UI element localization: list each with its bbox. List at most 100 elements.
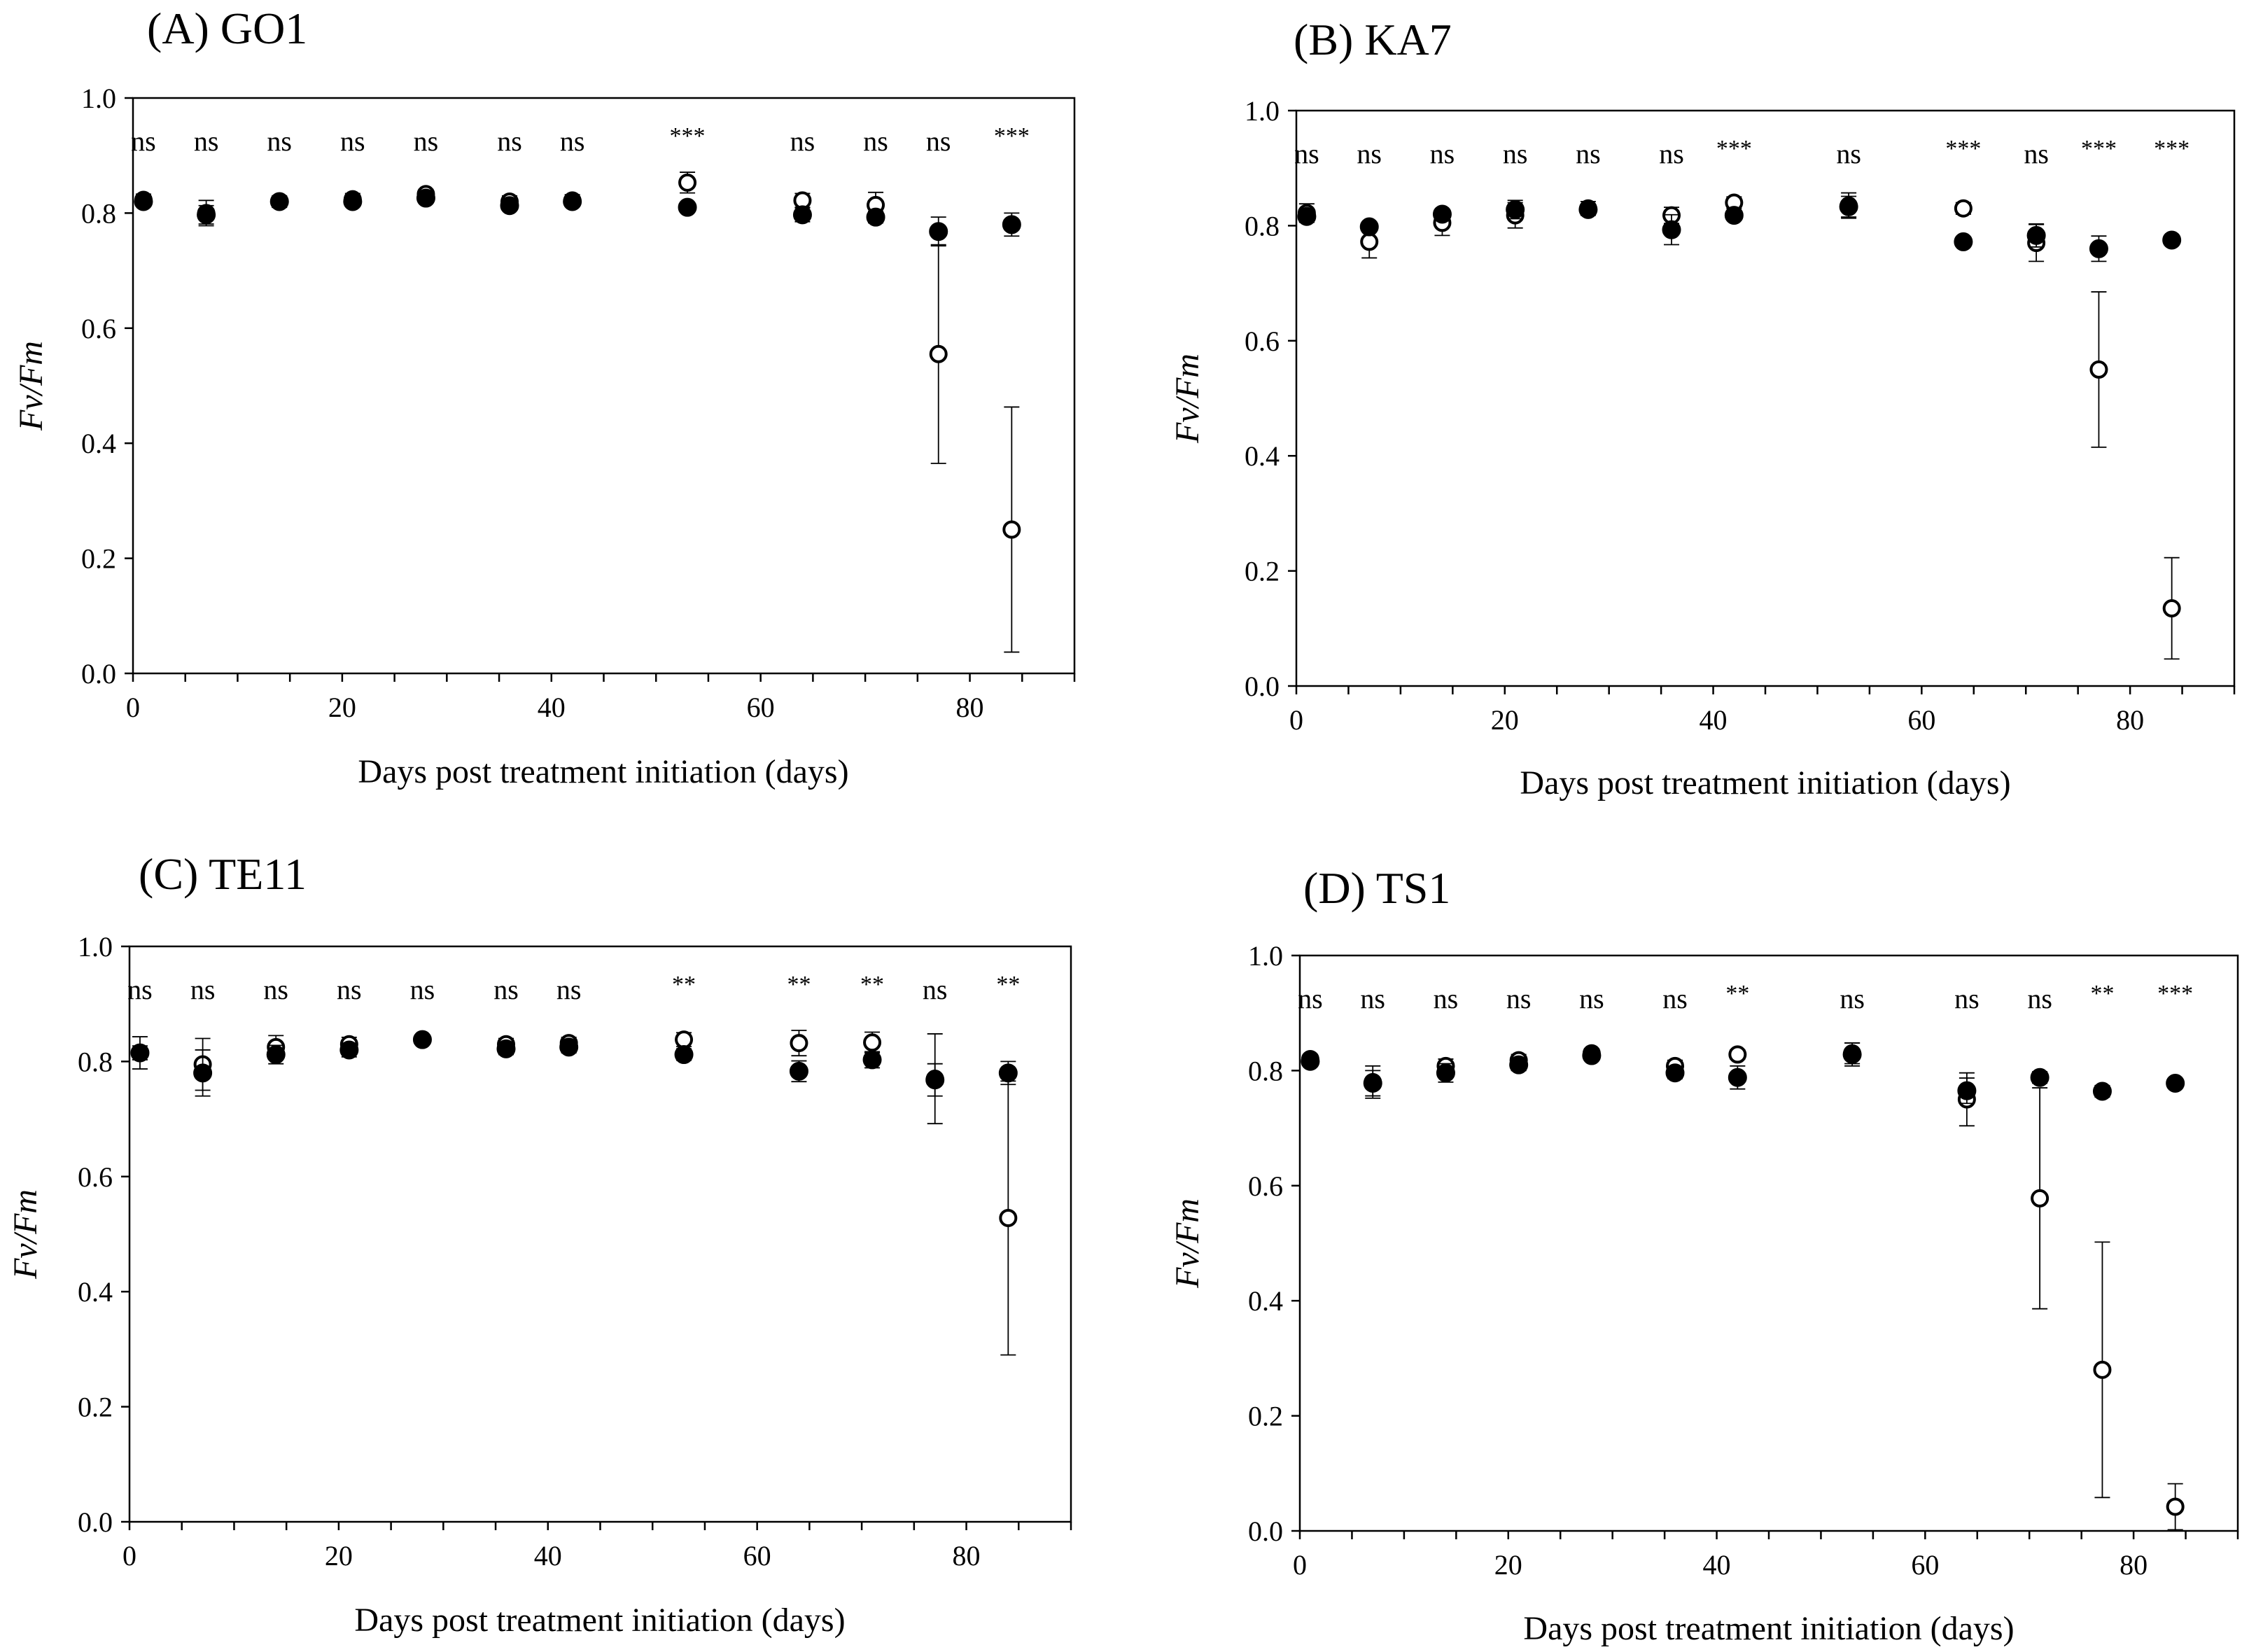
- filled-data-point: [2166, 1073, 2185, 1093]
- y-tick-label: 1.0: [81, 83, 116, 114]
- x-tick-label: 0: [126, 692, 140, 723]
- x-tick-label: 40: [1700, 704, 1728, 736]
- y-tick-label: 0.2: [1248, 1401, 1283, 1432]
- x-tick-label: 40: [538, 692, 566, 723]
- filled-data-point: [1432, 204, 1452, 224]
- filled-data-point: [1509, 1055, 1529, 1074]
- significance-labels: ns ns ns ns ns ns ** ns ns ns ** ***: [1298, 981, 2193, 1014]
- panel-title: (B) KA7: [1294, 15, 1452, 64]
- open-data-point: [675, 1030, 694, 1049]
- y-tick-label: 0.0: [78, 1506, 113, 1538]
- significance-label: ns: [1360, 983, 1385, 1014]
- panel-c: (C) TE11 Fv/Fm Days post treatment initi…: [7, 849, 1072, 1639]
- open-data-point: [790, 1034, 808, 1053]
- significance-label: ns: [337, 974, 362, 1005]
- significance-label: **: [996, 972, 1020, 997]
- filled-data-point: [1301, 1051, 1320, 1071]
- filled-data-point: [678, 197, 697, 217]
- x-tick-label: 20: [1491, 704, 1519, 736]
- significance-label: ***: [670, 123, 706, 149]
- significance-label: ns: [556, 974, 582, 1005]
- x-axis-label: Days post treatment initiation (days): [1520, 764, 2010, 802]
- filled-data-point: [266, 1045, 286, 1065]
- x-tick-label: 40: [1703, 1549, 1731, 1581]
- significance-label: ns: [194, 125, 219, 157]
- y-tick-label: 0.2: [78, 1392, 113, 1423]
- significance-label: **: [2090, 981, 2114, 1007]
- filled-data-point: [2089, 239, 2108, 258]
- significance-label: ns: [1294, 138, 1319, 169]
- x-tick-label: 0: [122, 1540, 136, 1572]
- data-marks: [1301, 1042, 2185, 1531]
- significance-label: ns: [1954, 983, 1980, 1014]
- data-marks: [130, 1030, 1018, 1356]
- x-tick-label: 80: [2116, 704, 2144, 736]
- significance-label: **: [1725, 981, 1749, 1007]
- significance-label: ns: [790, 125, 815, 157]
- significance-label: ns: [414, 125, 439, 157]
- y-tick-label: 0.8: [1248, 1055, 1283, 1086]
- y-tick-label: 0.2: [81, 543, 116, 575]
- y-tick-label: 0.6: [78, 1161, 113, 1193]
- filled-data-point: [1957, 1081, 1977, 1100]
- y-tick-label: 0.2: [1245, 556, 1280, 587]
- x-tick-label: 20: [328, 692, 356, 723]
- filled-data-point: [1728, 1068, 1747, 1087]
- filled-data-point: [1839, 197, 1858, 216]
- filled-data-point: [339, 1040, 359, 1060]
- filled-data-point: [1436, 1063, 1455, 1083]
- significance-label: ns: [2024, 138, 2049, 169]
- significance-label: ***: [994, 123, 1030, 149]
- significance-label: ns: [1840, 983, 1865, 1014]
- significance-label: ns: [926, 125, 951, 157]
- filled-data-point: [134, 192, 153, 211]
- y-tick-label: 0.0: [1245, 671, 1280, 702]
- y-tick-label: 0.6: [81, 313, 116, 344]
- y-tick-label: 0.0: [1248, 1516, 1283, 1547]
- significance-labels: ns ns ns ns ns ns ns *** ns ns ns ***: [131, 123, 1030, 157]
- panel-a: (A) GO1 Fv/Fm Days post treatment initia…: [13, 4, 1076, 790]
- x-tick-label: 60: [1911, 1549, 1939, 1581]
- panel-title: (C) TE11: [139, 849, 307, 899]
- significance-labels: ns ns ns ns ns ns *** ns *** ns *** ***: [1294, 136, 2190, 169]
- y-tick-label: 0.8: [81, 197, 116, 229]
- significance-label: ns: [1506, 983, 1532, 1014]
- significance-label: ns: [340, 125, 365, 157]
- x-tick-label: 80: [953, 1540, 981, 1572]
- filled-data-point: [2030, 1068, 2050, 1087]
- plot-area: [132, 97, 1076, 675]
- filled-data-point: [1665, 1063, 1685, 1083]
- axis-ticks: 0.0 0.2 0.4 0.6 0.8 1.0 0 20 40 60 80: [1245, 95, 2236, 736]
- significance-label: ns: [1579, 983, 1604, 1014]
- axis-ticks: 0.0 0.2 0.4 0.6 0.8 1.0 0 20 40 60 80: [81, 83, 1076, 723]
- x-tick-label: 80: [956, 692, 984, 723]
- plot-area: [128, 945, 1072, 1523]
- open-data-point: [678, 173, 697, 192]
- filled-data-point: [998, 1063, 1018, 1083]
- filled-data-point: [269, 192, 289, 211]
- filled-data-point: [193, 1063, 213, 1083]
- filled-data-point: [1002, 215, 1021, 234]
- open-data-point: [1954, 199, 1973, 218]
- open-data-point: [2166, 1497, 2185, 1516]
- y-axis-label: Fv/Fm: [7, 1189, 44, 1280]
- open-data-point: [2093, 1360, 2112, 1379]
- significance-labels: ns ns ns ns ns ns ns ** ** ** ns **: [127, 972, 1020, 1005]
- filled-data-point: [416, 188, 435, 208]
- y-tick-label: 1.0: [1245, 95, 1280, 127]
- filled-data-point: [925, 1070, 945, 1090]
- significance-label: ns: [263, 974, 288, 1005]
- significance-label: ns: [190, 974, 216, 1005]
- filled-data-point: [1363, 1073, 1382, 1093]
- significance-label: **: [860, 972, 884, 997]
- filled-data-point: [500, 196, 519, 216]
- filled-data-point: [2092, 1082, 2112, 1101]
- significance-label: ns: [410, 974, 435, 1005]
- filled-data-point: [1724, 206, 1744, 225]
- significance-label: ns: [863, 125, 888, 157]
- panel-title: (D) TS1: [1303, 863, 1450, 913]
- significance-label: ***: [2081, 136, 2117, 162]
- filled-data-point: [343, 192, 363, 211]
- x-axis-label: Days post treatment initiation (days): [1523, 1610, 2014, 1647]
